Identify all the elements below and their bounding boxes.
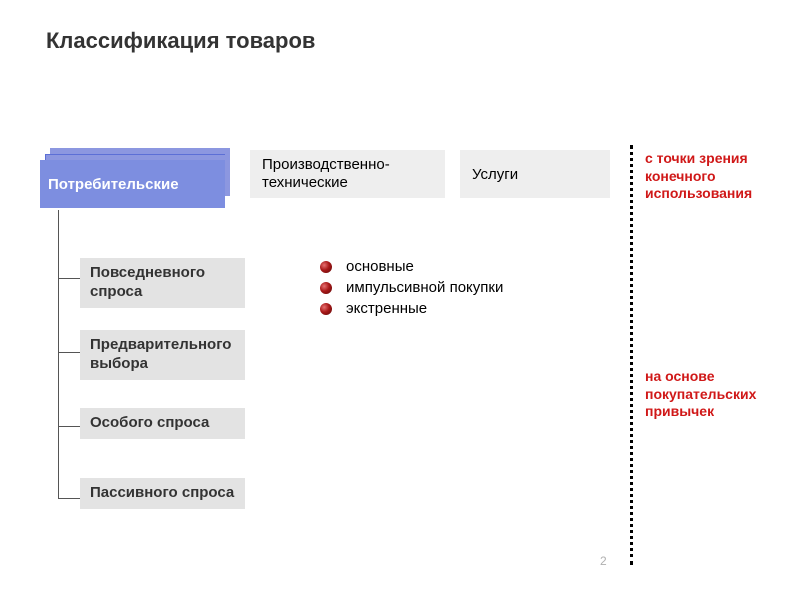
- subcategory-box: Особого спроса: [80, 408, 245, 439]
- category-consumer-stack: Потребительские: [40, 148, 240, 208]
- category-consumer: Потребительские: [40, 160, 225, 208]
- subcategory-box: Повседневного спроса: [80, 258, 245, 308]
- tree-h-line: [58, 278, 80, 279]
- list-item: экстренные: [320, 300, 503, 317]
- list-item: импульсивной покупки: [320, 279, 503, 296]
- bullet-text: основные: [346, 258, 414, 275]
- bullet-text: экстренные: [346, 300, 427, 317]
- list-item: основные: [320, 258, 503, 275]
- tree-h-line: [58, 426, 80, 427]
- side-label-top: с точки зрения конечного использования: [645, 150, 795, 203]
- bullet-icon: [320, 282, 332, 294]
- tree-h-line: [58, 498, 80, 499]
- page-title: Классификация товаров: [46, 28, 315, 54]
- side-label-bottom: на основе покупательских привычек: [645, 368, 795, 421]
- tree-h-line: [58, 352, 80, 353]
- bullet-text: импульсивной покупки: [346, 279, 503, 296]
- bullet-icon: [320, 261, 332, 273]
- vertical-divider: [630, 145, 633, 565]
- category-services: Услуги: [460, 150, 610, 198]
- bullet-list: основные импульсивной покупки экстренные: [320, 258, 503, 321]
- tree-vertical-line: [58, 210, 59, 498]
- page-number: 2: [600, 554, 607, 568]
- category-technical: Производственно-технические: [250, 150, 445, 198]
- subcategory-box: Пассивного спроса: [80, 478, 245, 509]
- bullet-icon: [320, 303, 332, 315]
- subcategory-box: Предварительного выбора: [80, 330, 245, 380]
